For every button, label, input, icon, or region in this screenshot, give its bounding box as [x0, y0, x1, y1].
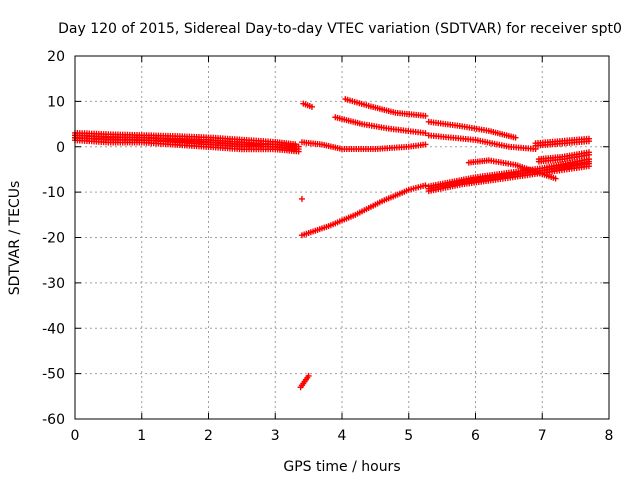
data-point — [422, 130, 429, 137]
x-tick-label: 3 — [271, 428, 280, 444]
y-tick-label: 20 — [47, 49, 65, 65]
data-point — [422, 182, 429, 189]
data-point — [422, 112, 429, 119]
x-tick-label: 8 — [605, 428, 614, 444]
x-axis-label: GPS time / hours — [283, 459, 400, 475]
y-tick-label: 10 — [47, 94, 65, 110]
data-point — [552, 175, 559, 182]
x-tick-label: 5 — [404, 428, 413, 444]
axis-ticks: 0 1 2 3 4 5 6 7 8 -60 -50 -40 -30 -20 -10 0 10 20 — [42, 49, 613, 444]
data-point — [298, 195, 305, 202]
data-point — [512, 134, 519, 141]
chart-title: Day 120 of 2015, Sidereal Day-to-day VTE… — [58, 21, 622, 37]
y-tick-label: -40 — [42, 321, 65, 337]
y-axis-label: SDTVAR / TECUs — [7, 181, 23, 296]
x-tick-label: 0 — [71, 428, 80, 444]
data-point — [585, 158, 592, 165]
data-point — [295, 148, 302, 155]
y-tick-label: -60 — [42, 412, 65, 428]
x-tick-label: 6 — [471, 428, 480, 444]
y-tick-label: -10 — [42, 185, 65, 201]
y-tick-label: -50 — [42, 367, 65, 383]
x-tick-label: 7 — [538, 428, 547, 444]
data-point — [305, 372, 312, 379]
x-tick-label: 2 — [204, 428, 213, 444]
x-tick-label: 1 — [137, 428, 146, 444]
data-points — [72, 96, 592, 391]
data-point — [585, 151, 592, 158]
x-tick-label: 4 — [338, 428, 347, 444]
y-tick-label: -20 — [42, 231, 65, 247]
y-tick-label: 0 — [56, 140, 65, 156]
y-tick-label: -30 — [42, 276, 65, 292]
data-point — [308, 103, 315, 110]
data-point — [585, 138, 592, 145]
data-point — [422, 141, 429, 148]
